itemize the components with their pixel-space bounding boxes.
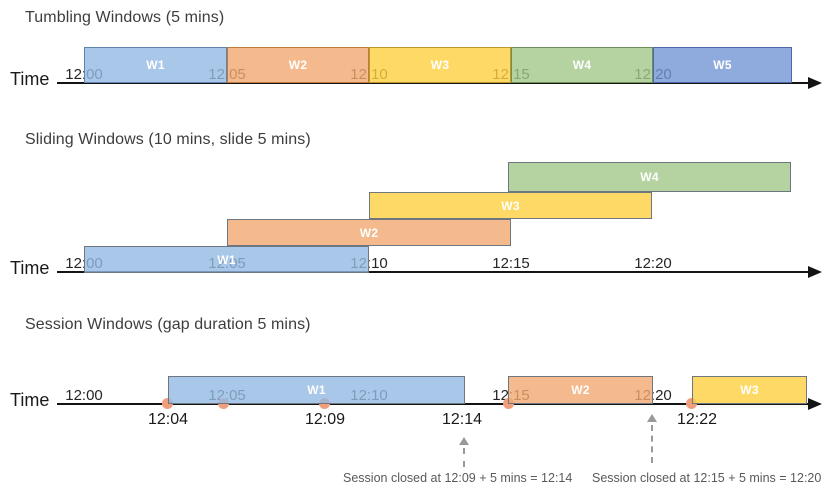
sliding-window-w3-label: W3: [501, 198, 520, 213]
session-window-w1: W1: [168, 376, 465, 404]
sliding-tick-1220: 12:20: [634, 255, 672, 272]
tumbling-section-title: Tumbling Windows (5 mins): [25, 9, 225, 26]
event-dot-1204: [162, 398, 173, 409]
sliding-window-w2: W2: [227, 219, 511, 246]
sliding-axis-arrow-icon: [808, 266, 822, 278]
sliding-time-axis: [57, 271, 810, 273]
session-window-w2: W2: [508, 376, 653, 404]
session-axis-arrow-icon: [808, 398, 822, 410]
sliding-window-w4-label: W4: [640, 170, 659, 184]
dashed-arrow-right-line: [651, 425, 653, 463]
tumbling-window-w5: W5: [653, 47, 792, 83]
event-dot-1222: [686, 398, 697, 409]
sliding-window-w2-label: W2: [359, 225, 379, 240]
sliding-time-axis-label: Time: [10, 258, 50, 278]
sliding-section-title: Sliding Windows (10 mins, slide 5 mins): [25, 131, 311, 148]
tumbling-axis-arrow-icon: [808, 77, 822, 89]
sliding-tick-1215: 12:15: [492, 255, 530, 272]
session-window-w3: W3: [692, 376, 807, 404]
sliding-window-w3: W3: [369, 192, 652, 219]
tumbling-window-w2-label: W2: [288, 58, 308, 72]
sliding-window-w4: W4: [508, 162, 791, 192]
tumbling-window-w4-label: W4: [572, 58, 592, 72]
tumbling-window-w1-label: W1: [146, 58, 165, 72]
session-section-title: Session Windows (gap duration 5 mins): [25, 316, 311, 333]
tumbling-window-w3-label: W3: [430, 58, 450, 72]
event-label-1222: 12:22: [676, 411, 718, 428]
session-window-w1-label: W1: [307, 383, 326, 397]
event-label-1204: 12:04: [147, 411, 189, 428]
session-tick-1200: 12:00: [65, 387, 103, 404]
session-time-axis-label: Time: [10, 390, 50, 410]
session-time-axis: [57, 403, 810, 405]
session-annotation-left: Session closed at 12:09 + 5 mins = 12:14: [343, 471, 573, 485]
tumbling-time-axis-label: Time: [10, 69, 50, 89]
event-label-1209: 12:09: [304, 411, 346, 428]
sliding-window-w1: W1: [84, 246, 369, 273]
session-window-w3-label: W3: [740, 383, 759, 397]
dashed-arrow-right-head-icon: [647, 414, 657, 422]
dashed-arrow-left-line: [463, 448, 465, 467]
tumbling-window-w3: W3: [369, 47, 511, 83]
event-label-1214: 12:14: [441, 411, 483, 428]
sliding-window-w1-label: W1: [217, 252, 236, 267]
tumbling-window-w4: W4: [511, 47, 653, 83]
tumbling-window-w1: W1: [84, 47, 227, 83]
tumbling-window-w2: W2: [227, 47, 369, 83]
session-window-w2-label: W2: [571, 383, 590, 397]
tumbling-window-w5-label: W5: [713, 58, 732, 72]
tumbling-time-axis: [57, 82, 810, 84]
session-annotation-right: Session closed at 12:15 + 5 mins = 12:20: [592, 471, 822, 485]
dashed-arrow-left-head-icon: [459, 437, 469, 445]
